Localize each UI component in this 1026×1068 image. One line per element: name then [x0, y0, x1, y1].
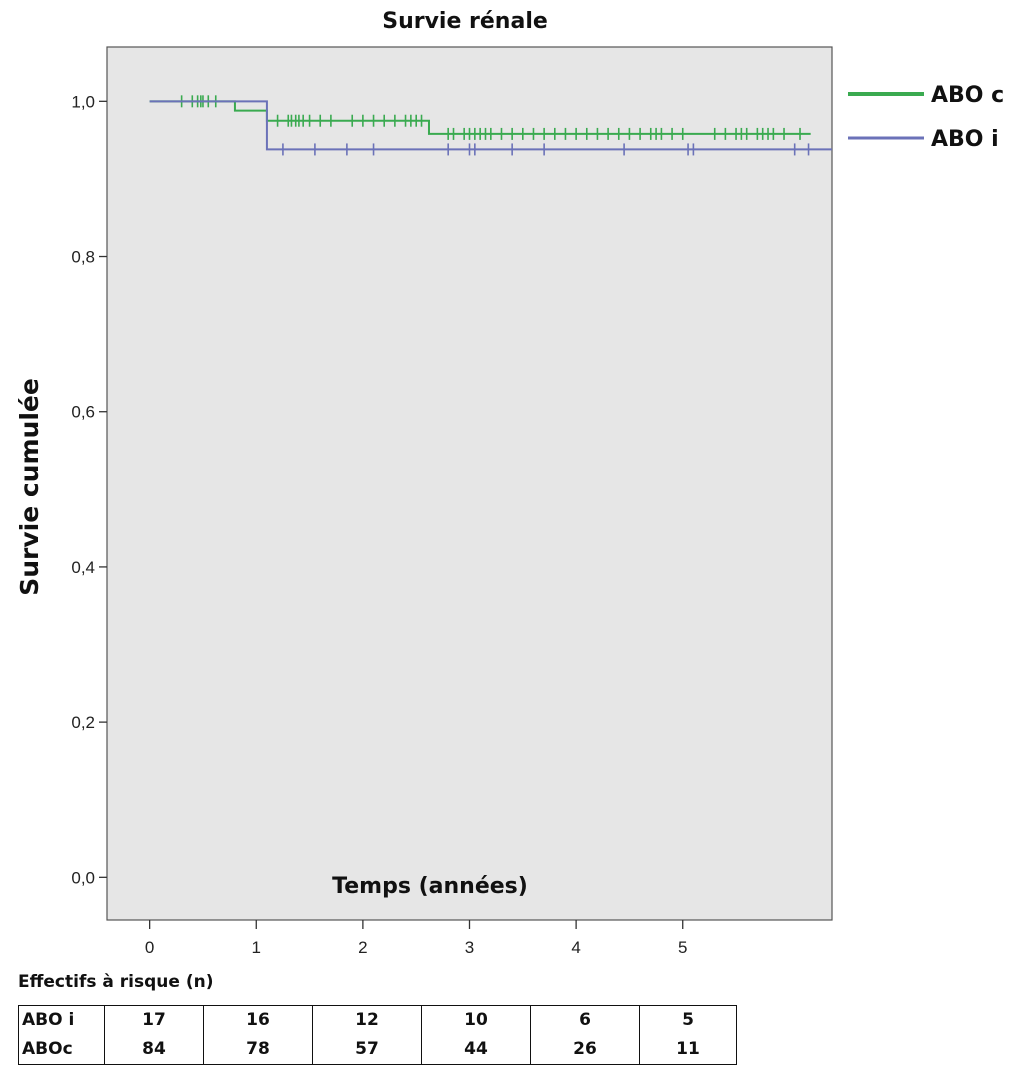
x-tick-label: 1: [252, 938, 261, 957]
risk-row-label: ABOc: [18, 1035, 105, 1065]
risk-cell: 78: [203, 1035, 313, 1065]
plot-area: [106, 46, 833, 921]
x-tick-label: 2: [358, 938, 367, 957]
y-tick-label: 0,6: [71, 403, 95, 422]
y-axis: 0,0 0,2 0,4 0,6 0,8 1,0: [71, 92, 107, 887]
risk-cell: 57: [312, 1035, 422, 1065]
chart-title: Survie rénale: [382, 9, 548, 34]
x-axis-label: Temps (années): [332, 874, 528, 899]
legend-label-abo-i: ABO i: [931, 127, 999, 152]
risk-table: ABO i 17 16 12 10 6 5 ABOc 84 78 57 44 2…: [18, 1005, 737, 1065]
y-tick-label: 0,4: [71, 558, 95, 577]
y-tick-label: 0,2: [71, 713, 95, 732]
survival-curve-abo-i: [149, 100, 832, 151]
risk-cell: 84: [104, 1035, 204, 1065]
risk-row-label: ABO i: [18, 1005, 105, 1035]
risk-cell: 12: [312, 1005, 422, 1035]
y-tick-label: 0,0: [71, 868, 95, 887]
series-layer: [149, 95, 832, 156]
x-tick-label: 5: [678, 938, 687, 957]
y-axis-label: Survie cumulée: [15, 378, 44, 596]
risk-cell: 26: [530, 1035, 640, 1065]
risk-cell: 44: [421, 1035, 531, 1065]
risk-cell: 10: [421, 1005, 531, 1035]
legend-label-abo-c: ABO c: [931, 83, 1004, 108]
x-tick-label: 3: [465, 938, 474, 957]
risk-cell: 16: [203, 1005, 313, 1035]
y-tick-label: 1,0: [71, 92, 95, 111]
series-abo-i: [149, 100, 832, 156]
risk-row-abo-c: ABOc 84 78 57 44 26 11: [18, 1035, 737, 1065]
legend: ABO c ABO i: [848, 83, 1004, 152]
x-tick-label: 4: [571, 938, 580, 957]
x-tick-label: 0: [145, 938, 154, 957]
risk-table-title: Effectifs à risque (n): [18, 972, 214, 992]
risk-cell: 5: [639, 1005, 737, 1035]
x-axis: 0 1 2 3 4 5: [145, 920, 687, 957]
risk-cell: 11: [639, 1035, 737, 1065]
y-tick-label: 0,8: [71, 248, 95, 267]
risk-cell: 17: [104, 1005, 204, 1035]
risk-row-abo-i: ABO i 17 16 12 10 6 5: [18, 1005, 737, 1035]
risk-cell: 6: [530, 1005, 640, 1035]
